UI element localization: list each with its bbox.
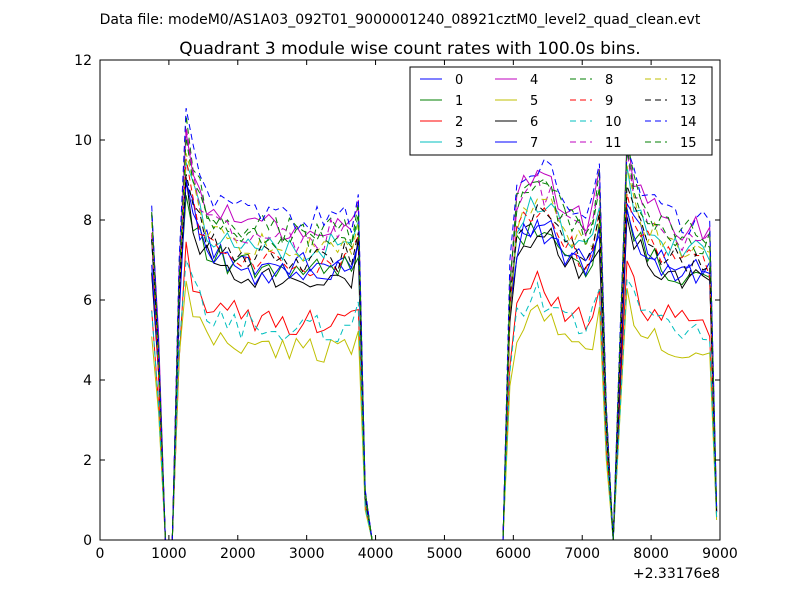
y-tick-label: 6	[83, 293, 92, 309]
x-tick-label: 2000	[220, 546, 256, 562]
series-line-4	[151, 132, 718, 541]
legend-label-8: 8	[605, 73, 613, 88]
series-layer	[151, 108, 718, 541]
legend-label-14: 14	[680, 115, 697, 130]
legend-label-2: 2	[455, 115, 463, 130]
series-line-3	[151, 162, 718, 541]
x-tick-label: 0	[96, 546, 105, 562]
series-line-5	[151, 280, 718, 541]
legend-label-10: 10	[605, 115, 622, 130]
x-tick-label: 1000	[151, 546, 187, 562]
legend-label-6: 6	[530, 115, 538, 130]
legend-box	[409, 66, 713, 156]
legend-label-12: 12	[680, 73, 697, 88]
legend-label-5: 5	[530, 94, 538, 109]
series-line-9	[151, 158, 718, 541]
legend-label-4: 4	[530, 73, 538, 88]
y-tick-label: 2	[83, 453, 92, 469]
x-tick-label: 8000	[633, 546, 669, 562]
x-tick-label: 4000	[358, 546, 394, 562]
y-tick-label: 8	[83, 213, 92, 229]
y-tick-label: 0	[83, 533, 92, 549]
y-tick-label: 12	[74, 53, 92, 69]
x-tick-label: 9000	[702, 546, 738, 562]
figure-suptitle: Data file: modeM0/AS1A03_092T01_90000012…	[100, 12, 701, 28]
x-offset-label: +2.33176e8	[633, 566, 720, 582]
x-tick-label: 3000	[289, 546, 325, 562]
axis-ticks: 0 1000 2000 3000 4000 5000 6000 7000 8000 9000 0 2 4…	[74, 53, 738, 562]
chart-title: Quadrant 3 module wise count rates with …	[179, 39, 640, 59]
x-tick-label: 7000	[564, 546, 600, 562]
y-tick-label: 10	[74, 133, 92, 149]
legend-label-15: 15	[680, 136, 697, 151]
y-tick-label: 4	[83, 373, 92, 389]
legend-label-9: 9	[605, 94, 613, 109]
legend-label-7: 7	[530, 136, 538, 151]
legend-label-1: 1	[455, 94, 463, 109]
legend-label-3: 3	[455, 136, 463, 151]
x-tick-label: 6000	[496, 546, 532, 562]
legend-label-11: 11	[605, 136, 622, 151]
series-line-10	[151, 259, 718, 541]
series-line-12	[151, 153, 718, 541]
x-tick-label: 5000	[427, 546, 463, 562]
legend-label-0: 0	[455, 73, 463, 88]
legend-label-13: 13	[680, 94, 697, 109]
